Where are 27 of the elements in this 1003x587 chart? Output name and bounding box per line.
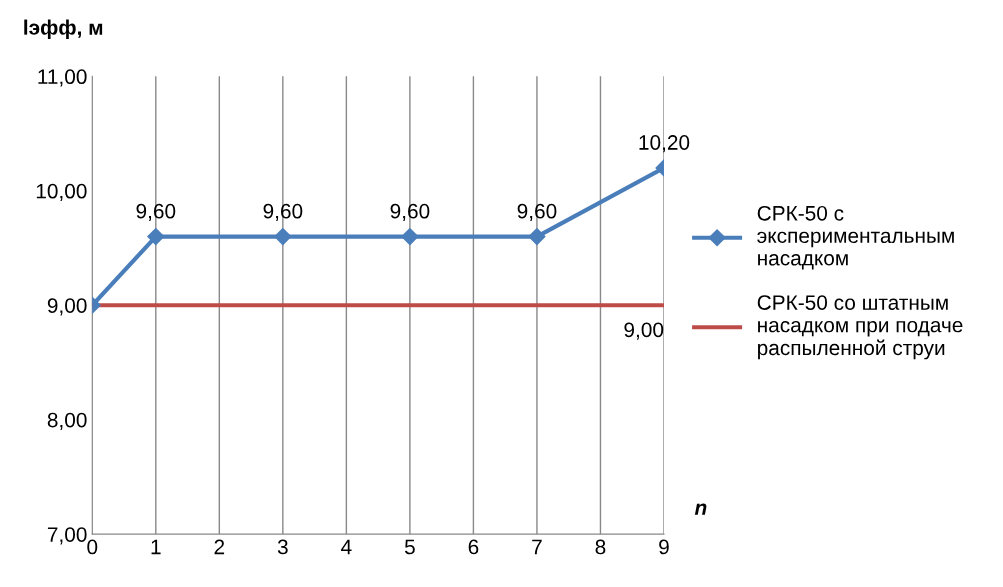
legend-label: СРК-50 с экспериментальным насадком (757, 205, 954, 270)
y-tick-label: 9,00 (47, 298, 87, 316)
x-tick-label: 0 (87, 539, 98, 555)
y-axis-title: lэфф, м (24, 19, 103, 39)
y-tick-label: 11,00 (38, 69, 87, 87)
y-tick-label: 10,00 (36, 183, 87, 201)
x-tick-label: 9 (659, 539, 669, 555)
data-label: 9,60 (517, 203, 557, 222)
data-label: 9,60 (390, 203, 430, 222)
data-label: 10,20 (639, 135, 690, 153)
point (401, 228, 419, 246)
x-tick-label: 1 (151, 539, 161, 555)
x-tick-label: 2 (214, 539, 225, 555)
y-tick-label: 8,00 (47, 412, 87, 430)
x-tick-label: 8 (595, 539, 606, 555)
data-label: 9,60 (263, 203, 303, 222)
data-label: 9,60 (136, 203, 176, 222)
x-tick-label: 6 (468, 539, 479, 555)
x-tick-label: 4 (341, 539, 352, 555)
legend-label: СРК-50 со штатным насадком при подаче распыленной струи (757, 295, 963, 360)
point (274, 228, 292, 246)
x-tick-label: 7 (532, 539, 542, 555)
data-label: 9,00 (624, 322, 664, 340)
x-tick-label: 3 (277, 539, 288, 555)
y-tick-label: 7,00 (47, 527, 87, 545)
x-tick-label: 5 (404, 539, 415, 555)
x-axis-title: n (694, 503, 707, 515)
